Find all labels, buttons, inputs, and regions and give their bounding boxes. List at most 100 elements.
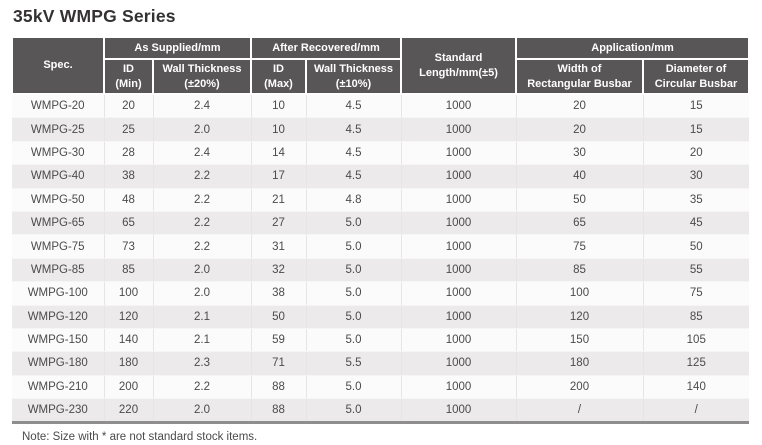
- header-cell-standard-length: Standard Length/mm(±5): [400, 36, 517, 95]
- table-cell: 4.5: [306, 94, 402, 119]
- spec-cell: WMPG-150: [12, 328, 105, 353]
- table-row: WMPG-30 28 2.4 14 4.5 1000 30 20: [12, 141, 750, 166]
- table-cell: 25: [104, 117, 154, 142]
- table-cell: 5.0: [306, 375, 402, 400]
- table-cell: 2.2: [153, 188, 252, 212]
- table-cell: 65: [104, 211, 154, 236]
- table-cell: 5.0: [306, 211, 402, 236]
- spec-cell: WMPG-20: [12, 94, 105, 119]
- table-cell: 20: [516, 117, 644, 142]
- table-row: WMPG-75 73 2.2 31 5.0 1000 75 50: [12, 234, 750, 259]
- table-row: WMPG-65 65 2.2 27 5.0 1000 65 45: [12, 211, 750, 236]
- table-cell: /: [643, 398, 750, 425]
- table-cell: 88: [251, 375, 307, 400]
- spec-cell: WMPG-25: [12, 117, 105, 142]
- table-cell: 75: [516, 234, 644, 259]
- table-row: WMPG-120 120 2.1 50 5.0 1000 120 85: [12, 305, 750, 329]
- table-cell: 17: [251, 164, 307, 189]
- table-cell: 28: [104, 141, 154, 166]
- table-row: WMPG-50 48 2.2 21 4.8 1000 50 35: [12, 188, 750, 212]
- table-cell: 50: [643, 234, 750, 259]
- table-body: WMPG-20 20 2.4 10 4.5 1000 20 15 WMPG-25 25 2.0 10 4…: [12, 94, 750, 425]
- table-cell: 1000: [401, 258, 517, 283]
- table-cell: 1000: [401, 305, 517, 329]
- table-cell: 1000: [401, 164, 517, 189]
- spec-cell: WMPG-75: [12, 234, 105, 259]
- table-cell: 2.0: [153, 398, 252, 425]
- table-cell: 45: [643, 211, 750, 236]
- header-cell-width-rect-busbar: Width of Rectangular Busbar: [515, 58, 644, 95]
- table-row: WMPG-85 85 2.0 32 5.0 1000 85 55: [12, 258, 750, 283]
- table-cell: 32: [251, 258, 307, 283]
- table-cell: 4.5: [306, 117, 402, 142]
- table-cell: 2.2: [153, 211, 252, 236]
- table-cell: 5.0: [306, 258, 402, 283]
- header-cell-application: Application/mm: [514, 36, 751, 60]
- table-cell: 5.0: [306, 398, 402, 425]
- table-cell: 31: [251, 234, 307, 259]
- table-cell: 2.0: [153, 258, 252, 283]
- table-cell: 2.2: [153, 375, 252, 400]
- spec-cell: WMPG-120: [12, 305, 105, 329]
- header-cell-wall-thickness-20: Wall Thickness (±20%): [152, 58, 252, 95]
- table-cell: 50: [516, 188, 644, 212]
- spec-cell: WMPG-65: [12, 211, 105, 236]
- table-cell: 20: [104, 94, 154, 119]
- table-cell: 1000: [401, 351, 517, 376]
- table-cell: 35: [643, 188, 750, 212]
- table-cell: 180: [104, 351, 154, 376]
- table-cell: 2.1: [153, 328, 252, 353]
- table-cell: 30: [643, 164, 750, 189]
- table-cell: 2.3: [153, 351, 252, 376]
- table-cell: 180: [516, 351, 644, 376]
- table-row: WMPG-20 20 2.4 10 4.5 1000 20 15: [12, 94, 750, 119]
- spec-cell: WMPG-230: [12, 398, 105, 425]
- table-cell: 2.0: [153, 117, 252, 142]
- table-cell: 15: [643, 94, 750, 119]
- table-cell: 105: [643, 328, 750, 353]
- table-cell: /: [516, 398, 644, 425]
- spec-cell: WMPG-30: [12, 141, 105, 166]
- table-cell: 100: [104, 281, 154, 306]
- table-cell: 85: [516, 258, 644, 283]
- table-cell: 2.1: [153, 305, 252, 329]
- table-row: WMPG-150 140 2.1 59 5.0 1000 150 105: [12, 328, 750, 353]
- table-cell: 120: [104, 305, 154, 329]
- header-cell-wall-thickness-10: Wall Thickness (±10%): [305, 58, 402, 95]
- table-cell: 71: [251, 351, 307, 376]
- table-row: WMPG-25 25 2.0 10 4.5 1000 20 15: [12, 117, 750, 142]
- header-cell-id-min: ID (Min): [103, 58, 154, 95]
- page-title: 35kV WMPG Series: [13, 6, 176, 26]
- header-cell-as-supplied: As Supplied/mm: [103, 36, 252, 60]
- table-cell: 1000: [401, 234, 517, 259]
- table-cell: 140: [104, 328, 154, 353]
- table-cell: 5.0: [306, 328, 402, 353]
- header-cell-spec: Spec.: [11, 36, 105, 95]
- table-header: Spec. As Supplied/mm After Recovered/mm …: [11, 36, 751, 95]
- table-cell: 5.0: [306, 305, 402, 329]
- table-row: WMPG-230 220 2.0 88 5.0 1000//: [12, 398, 750, 425]
- table-cell: 120: [516, 305, 644, 329]
- table-cell: 200: [104, 375, 154, 400]
- table-cell: 20: [643, 141, 750, 166]
- table-cell: 55: [643, 258, 750, 283]
- table-cell: 220: [104, 398, 154, 425]
- table-cell: 2.4: [153, 94, 252, 119]
- table-cell: 2.2: [153, 234, 252, 259]
- table-cell: 5.5: [306, 351, 402, 376]
- table-cell: 1000: [401, 117, 517, 142]
- table-cell: 48: [104, 188, 154, 212]
- table-cell: 15: [643, 117, 750, 142]
- header-cell-dia-circ-busbar: Diameter of Circular Busbar: [641, 58, 751, 95]
- table-cell: 30: [516, 141, 644, 166]
- table-cell: 150: [516, 328, 644, 353]
- table-cell: 65: [516, 211, 644, 236]
- header-cell-after-recovered: After Recovered/mm: [250, 36, 402, 60]
- table-cell: 140: [643, 375, 750, 400]
- spec-cell: WMPG-85: [12, 258, 105, 283]
- table-cell: 5.0: [306, 281, 402, 306]
- table-cell: 10: [251, 117, 307, 142]
- table-cell: 40: [516, 164, 644, 189]
- table-row: WMPG-210 200 2.2 88 5.0 1000 200 140: [12, 375, 750, 400]
- table-cell: 14: [251, 141, 307, 166]
